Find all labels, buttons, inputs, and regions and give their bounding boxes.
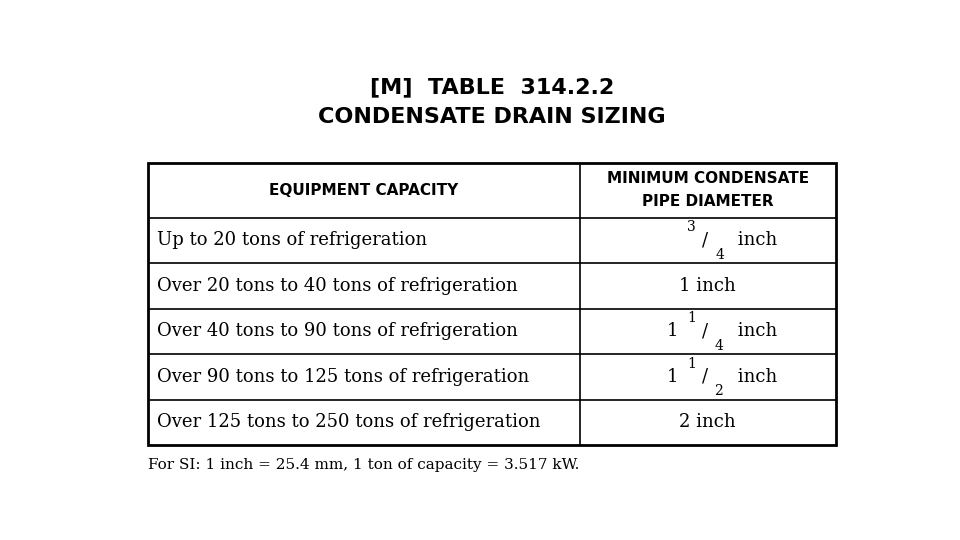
Text: /: / (702, 322, 708, 340)
Text: 1: 1 (687, 357, 696, 371)
Text: /: / (703, 232, 708, 249)
Text: 1: 1 (666, 322, 678, 340)
Text: Over 40 tons to 90 tons of refrigeration: Over 40 tons to 90 tons of refrigeration (157, 322, 518, 340)
Text: 4: 4 (715, 248, 724, 262)
Bar (148, 163, 836, 446)
Text: 4: 4 (714, 339, 723, 353)
Text: 2 inch: 2 inch (680, 414, 736, 431)
Text: EQUIPMENT CAPACITY: EQUIPMENT CAPACITY (270, 183, 459, 198)
Text: inch: inch (732, 322, 777, 340)
Text: /: / (702, 368, 708, 386)
Text: MINIMUM CONDENSATE: MINIMUM CONDENSATE (607, 171, 809, 186)
Text: inch: inch (732, 368, 777, 386)
Text: 1 inch: 1 inch (680, 277, 736, 295)
Text: [M]  TABLE  314.2.2: [M] TABLE 314.2.2 (370, 78, 614, 98)
Text: For SI: 1 inch = 25.4 mm, 1 ton of capacity = 3.517 kW.: For SI: 1 inch = 25.4 mm, 1 ton of capac… (148, 458, 580, 472)
Text: 3: 3 (687, 220, 696, 234)
Text: Up to 20 tons of refrigeration: Up to 20 tons of refrigeration (157, 232, 427, 249)
Text: 1: 1 (687, 311, 696, 325)
Text: Over 90 tons to 125 tons of refrigeration: Over 90 tons to 125 tons of refrigeratio… (157, 368, 530, 386)
Text: Over 125 tons to 250 tons of refrigeration: Over 125 tons to 250 tons of refrigerati… (157, 414, 540, 431)
Text: CONDENSATE DRAIN SIZING: CONDENSATE DRAIN SIZING (318, 107, 666, 127)
Text: 2: 2 (714, 384, 723, 399)
Text: 1: 1 (666, 368, 678, 386)
Text: inch: inch (732, 232, 777, 249)
Text: PIPE DIAMETER: PIPE DIAMETER (642, 194, 774, 209)
Text: Over 20 tons to 40 tons of refrigeration: Over 20 tons to 40 tons of refrigeration (157, 277, 518, 295)
